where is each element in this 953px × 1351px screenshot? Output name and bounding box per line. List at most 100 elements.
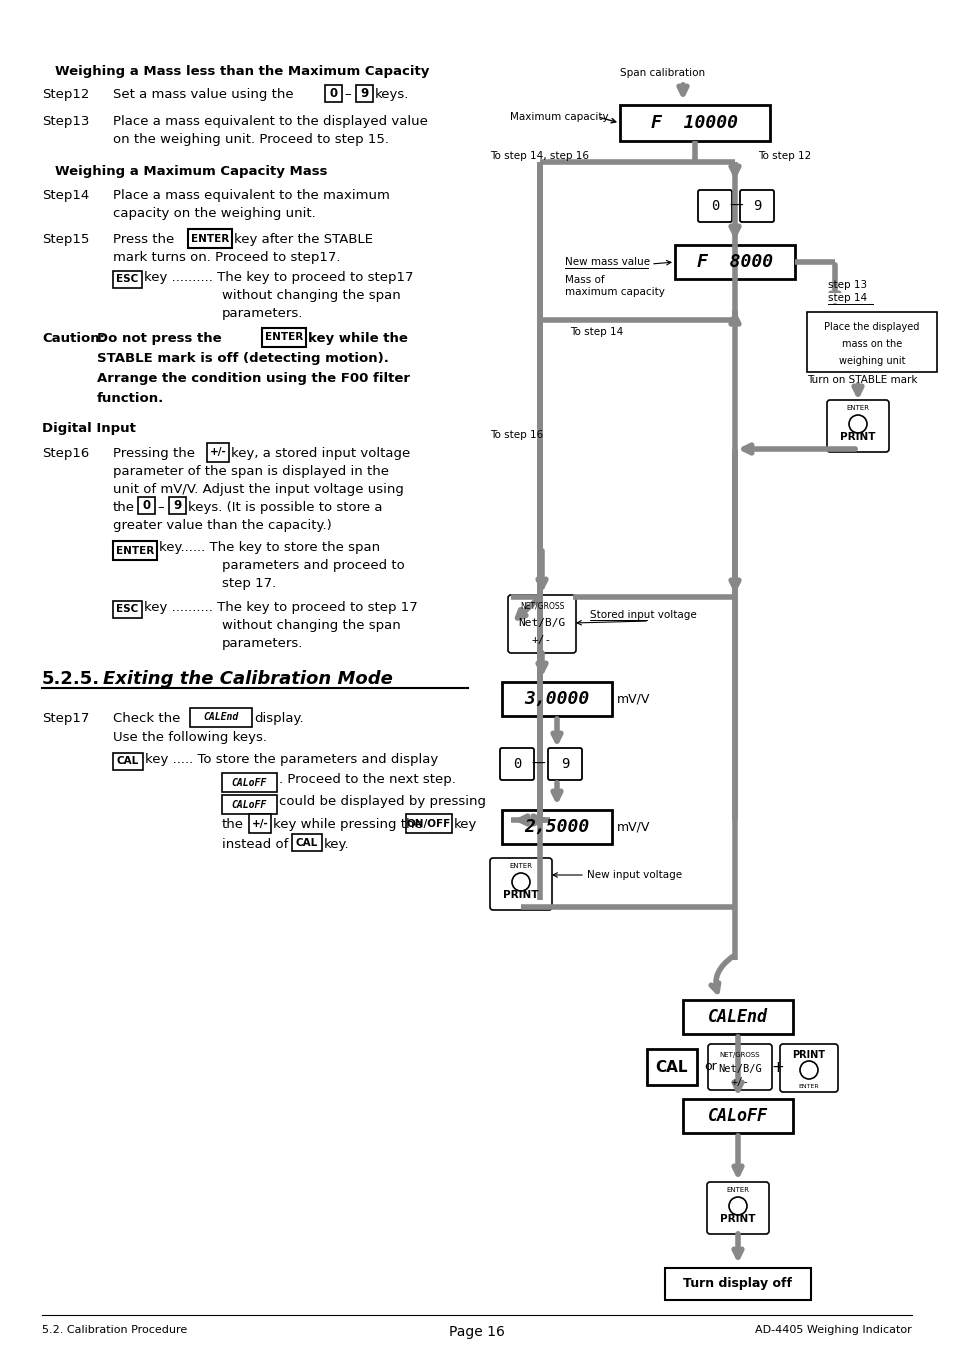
- Text: instead of: instead of: [222, 838, 288, 851]
- Text: key: key: [454, 817, 476, 831]
- Text: +/-: +/-: [210, 447, 226, 458]
- Text: CALoFF: CALoFF: [707, 1106, 767, 1125]
- Text: ON/OFF: ON/OFF: [406, 819, 451, 828]
- FancyBboxPatch shape: [325, 85, 341, 101]
- Text: maximum capacity: maximum capacity: [564, 286, 664, 297]
- FancyBboxPatch shape: [112, 272, 142, 288]
- Text: Use the following keys.: Use the following keys.: [112, 731, 267, 744]
- Text: greater value than the capacity.): greater value than the capacity.): [112, 519, 332, 532]
- Text: CAL: CAL: [295, 838, 317, 847]
- FancyBboxPatch shape: [698, 190, 731, 222]
- Text: step 13: step 13: [827, 280, 866, 290]
- Text: mark turns on. Proceed to step17.: mark turns on. Proceed to step17.: [112, 251, 340, 263]
- Text: key...... The key to store the span: key...... The key to store the span: [159, 540, 379, 554]
- Text: Step14: Step14: [42, 189, 90, 203]
- Text: parameter of the span is displayed in the: parameter of the span is displayed in th…: [112, 465, 389, 478]
- Text: Weighing a Maximum Capacity Mass: Weighing a Maximum Capacity Mass: [55, 165, 327, 178]
- Text: Press the: Press the: [112, 232, 174, 246]
- Text: STABLE mark is off (detecting motion).: STABLE mark is off (detecting motion).: [97, 353, 389, 365]
- Text: +/-: +/-: [252, 819, 268, 828]
- Text: +: +: [770, 1059, 783, 1074]
- FancyBboxPatch shape: [406, 815, 452, 834]
- Text: PRINT: PRINT: [792, 1050, 824, 1061]
- Text: Exiting the Calibration Mode: Exiting the Calibration Mode: [103, 670, 393, 688]
- Text: 5.2. Calibration Procedure: 5.2. Calibration Procedure: [42, 1325, 187, 1335]
- Text: mass on the: mass on the: [841, 339, 902, 349]
- Text: unit of mV/V. Adjust the input voltage using: unit of mV/V. Adjust the input voltage u…: [112, 484, 403, 496]
- Text: mV/V: mV/V: [617, 693, 650, 705]
- FancyBboxPatch shape: [706, 1182, 768, 1233]
- Text: F  10000: F 10000: [651, 113, 738, 132]
- Text: Step17: Step17: [42, 712, 90, 725]
- Text: F  8000: F 8000: [697, 253, 772, 272]
- Text: 3,0000: 3,0000: [524, 690, 589, 708]
- Text: step 17.: step 17.: [222, 577, 276, 590]
- Text: ENTER: ENTER: [798, 1084, 819, 1089]
- FancyBboxPatch shape: [501, 682, 612, 716]
- Text: Step15: Step15: [42, 232, 90, 246]
- Text: To step 14, step 16: To step 14, step 16: [490, 151, 588, 161]
- Text: ENTER: ENTER: [191, 234, 229, 243]
- Text: 0: 0: [710, 199, 719, 213]
- FancyBboxPatch shape: [249, 815, 271, 834]
- FancyBboxPatch shape: [707, 1044, 771, 1090]
- FancyBboxPatch shape: [190, 708, 252, 727]
- Text: CALEnd: CALEnd: [707, 1008, 767, 1025]
- Text: key while the: key while the: [308, 332, 408, 345]
- Text: Net/B/G: Net/B/G: [718, 1065, 761, 1074]
- FancyBboxPatch shape: [619, 105, 769, 141]
- Text: 9: 9: [752, 199, 760, 213]
- Text: key, a stored input voltage: key, a stored input voltage: [231, 447, 410, 459]
- Text: PRINT: PRINT: [720, 1215, 755, 1224]
- Text: Weighing a Mass less than the Maximum Capacity: Weighing a Mass less than the Maximum Ca…: [55, 65, 429, 78]
- Text: To step 14: To step 14: [569, 327, 622, 336]
- FancyBboxPatch shape: [501, 811, 612, 844]
- Text: keys.: keys.: [375, 88, 409, 101]
- FancyBboxPatch shape: [262, 328, 306, 347]
- FancyBboxPatch shape: [292, 834, 322, 851]
- Text: the: the: [112, 501, 135, 513]
- Text: To step 12: To step 12: [758, 151, 810, 161]
- Text: parameters.: parameters.: [222, 638, 303, 650]
- Text: Maximum capacity: Maximum capacity: [510, 112, 608, 122]
- Text: key.: key.: [324, 838, 349, 851]
- Text: Stored input voltage: Stored input voltage: [589, 611, 696, 620]
- FancyBboxPatch shape: [499, 748, 534, 780]
- FancyBboxPatch shape: [682, 1000, 792, 1034]
- Text: CALEnd: CALEnd: [203, 712, 238, 723]
- Text: function.: function.: [97, 392, 164, 405]
- Text: Digital Input: Digital Input: [42, 422, 135, 435]
- Text: mV/V: mV/V: [617, 820, 650, 834]
- FancyBboxPatch shape: [222, 794, 276, 815]
- Text: Step13: Step13: [42, 115, 90, 128]
- Text: key while pressing the: key while pressing the: [273, 817, 422, 831]
- Text: . Proceed to the next step.: . Proceed to the next step.: [278, 773, 456, 786]
- Text: +/-: +/-: [730, 1077, 748, 1088]
- Text: Set a mass value using the: Set a mass value using the: [112, 88, 294, 101]
- Text: —: —: [728, 199, 742, 213]
- Text: PRINT: PRINT: [503, 890, 538, 900]
- Text: Arrange the condition using the F00 filter: Arrange the condition using the F00 filt…: [97, 372, 410, 385]
- Text: 0: 0: [513, 757, 520, 771]
- Text: parameters.: parameters.: [222, 307, 303, 320]
- Text: –: –: [344, 88, 351, 101]
- Text: ENTER: ENTER: [845, 405, 868, 411]
- Text: capacity on the weighing unit.: capacity on the weighing unit.: [112, 207, 315, 220]
- FancyBboxPatch shape: [169, 497, 186, 513]
- Text: Do not press the: Do not press the: [97, 332, 221, 345]
- FancyBboxPatch shape: [507, 594, 576, 653]
- Text: ESC: ESC: [116, 274, 138, 285]
- Text: New input voltage: New input voltage: [586, 870, 681, 880]
- FancyBboxPatch shape: [112, 601, 142, 617]
- Text: To step 16: To step 16: [490, 430, 542, 440]
- Text: key after the STABLE: key after the STABLE: [233, 232, 373, 246]
- Text: Turn display off: Turn display off: [682, 1278, 792, 1290]
- Text: ENTER: ENTER: [726, 1188, 749, 1193]
- Text: the: the: [222, 817, 244, 831]
- Text: key .......... The key to proceed to step 17: key .......... The key to proceed to ste…: [144, 601, 417, 613]
- Text: 9: 9: [360, 86, 368, 100]
- Text: Page 16: Page 16: [449, 1325, 504, 1339]
- Text: Place a mass equivalent to the maximum: Place a mass equivalent to the maximum: [112, 189, 390, 203]
- Text: 0: 0: [142, 499, 151, 512]
- Text: Span calibration: Span calibration: [619, 68, 704, 78]
